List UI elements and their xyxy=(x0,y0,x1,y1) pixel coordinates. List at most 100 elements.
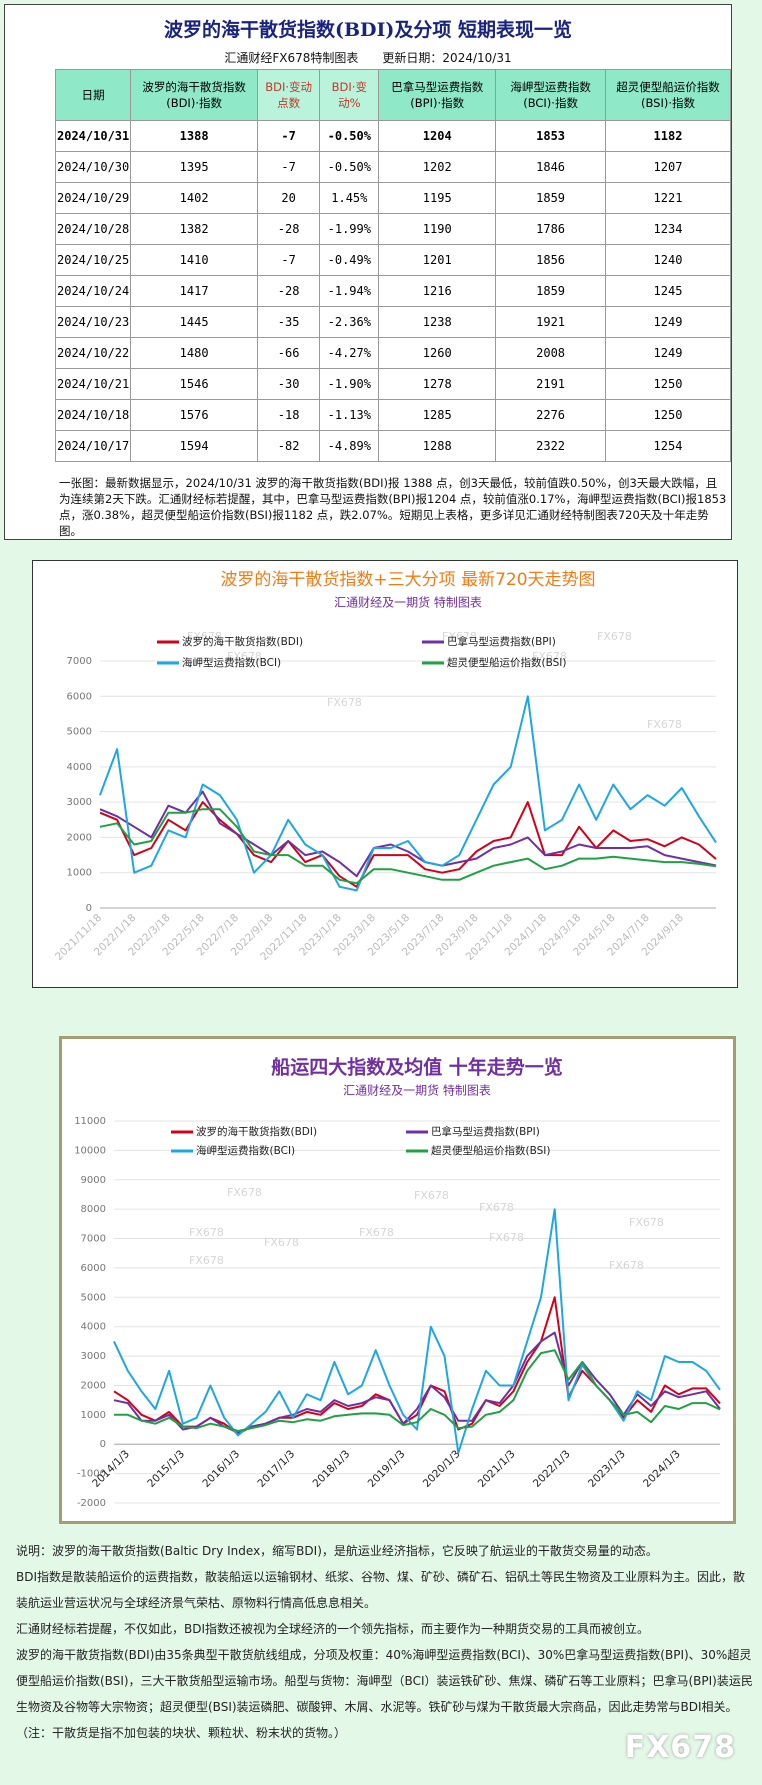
table-cell: 1594 xyxy=(130,430,258,462)
table-cell: 1546 xyxy=(130,368,258,400)
y-tick-label: 8000 xyxy=(81,1204,106,1215)
y-tick-label: 6000 xyxy=(81,1263,106,1274)
y-tick-label: 1000 xyxy=(67,868,92,879)
y-tick-label: 2000 xyxy=(81,1380,106,1391)
table-cell: 2276 xyxy=(495,399,607,431)
table-cell: -0.49% xyxy=(319,244,380,276)
y-tick-label: 1000 xyxy=(81,1410,106,1421)
y-tick-label: 7000 xyxy=(67,656,92,667)
legend-label: 巴拿马型运费指数(BPI) xyxy=(447,635,556,648)
summary-text: 一张图：最新数据显示，2024/10/31 波罗的海干散货指数(BDI)报 13… xyxy=(59,476,727,538)
table-cell: 1207 xyxy=(605,151,731,183)
table-cell: 1221 xyxy=(605,182,731,214)
y-tick-label: 0 xyxy=(86,903,92,914)
column-header: 巴拿马型运费指数(BPI)·指数 xyxy=(378,69,497,121)
watermark: FX678 xyxy=(489,1231,524,1244)
y-tick-label: 3000 xyxy=(67,797,92,808)
series-line xyxy=(113,1331,721,1434)
notes: 说明：波罗的海干散货指数(Baltic Dry Index，缩写BDI)，是航运… xyxy=(16,1538,756,1746)
y-tick-label: 3000 xyxy=(81,1351,106,1362)
y-tick-label: 7000 xyxy=(81,1234,106,1245)
watermark: FX678 xyxy=(189,1254,224,1267)
column-header: 海岬型运费指数(BCI)·指数 xyxy=(495,69,607,121)
table-row: 2024/10/18 1576 -18 -1.13% 1285 2276 1250 xyxy=(54,399,731,431)
table-cell: 1254 xyxy=(605,430,731,462)
table-cell: 1388 xyxy=(130,120,258,152)
y-tick-label: 5000 xyxy=(67,727,92,738)
table-cell: -1.94% xyxy=(319,275,380,307)
y-tick-label: 6000 xyxy=(67,691,92,702)
data-table: 日期 波罗的海干散货指数(BDI)·指数 BDI·变动点数 BDI·变动% 巴拿马型运费… xyxy=(54,69,731,462)
table-cell: -1.13% xyxy=(319,399,380,431)
y-tick-label: 4000 xyxy=(67,762,92,773)
note-paragraph: 波罗的海干散货指数(BDI)由35条典型干散货航线组成，分项及权重：40%海岬型… xyxy=(16,1648,753,1740)
watermark: FX678 xyxy=(629,1216,664,1229)
watermark: FX678 xyxy=(479,1201,514,1214)
table-cell: 2024/10/29 xyxy=(54,182,132,214)
table-cell: -66 xyxy=(256,337,321,369)
logo-watermark: FX678 xyxy=(624,1730,736,1765)
table-cell: 2191 xyxy=(495,368,607,400)
table-cell: 2322 xyxy=(495,430,607,462)
table-cell: -82 xyxy=(256,430,321,462)
table-cell: 1859 xyxy=(495,275,607,307)
y-tick-label: -2000 xyxy=(77,1498,106,1509)
table-row: 2024/10/30 1395 -7 -0.50% 1202 1846 1207 xyxy=(54,151,731,183)
watermark: FX678 xyxy=(359,1226,394,1239)
table-cell: 20 xyxy=(256,182,321,214)
table-cell: -7 xyxy=(256,244,321,276)
table-cell: 1576 xyxy=(130,399,258,431)
table-row: 2024/10/28 1382 -28 -1.99% 1190 1786 1234 xyxy=(54,213,731,245)
series-line xyxy=(113,1208,721,1454)
table-cell: 1204 xyxy=(378,120,497,152)
table-row: 2024/10/23 1445 -35 -2.36% 1238 1921 1249 xyxy=(54,306,731,338)
table-cell: 1190 xyxy=(378,213,497,245)
table-cell: 1195 xyxy=(378,182,497,214)
table-cell: 1402 xyxy=(130,182,258,214)
watermark: FX678 xyxy=(532,650,567,663)
table-cell: -18 xyxy=(256,399,321,431)
table-cell: 2024/10/21 xyxy=(54,368,132,400)
table-cell: -28 xyxy=(256,275,321,307)
watermark: FX678 xyxy=(609,1259,644,1272)
y-tick-label: -1000 xyxy=(77,1469,106,1480)
table-cell: -0.50% xyxy=(319,120,380,152)
table-cell: -4.89% xyxy=(319,430,380,462)
watermark: FX678 xyxy=(597,630,632,643)
note-paragraph: 说明：波罗的海干散货指数(Baltic Dry Index，缩写BDI)，是航运… xyxy=(16,1544,658,1558)
table-cell: 1382 xyxy=(130,213,258,245)
y-tick-label: 10000 xyxy=(74,1145,106,1156)
table-cell: -35 xyxy=(256,306,321,338)
y-tick-label: 5000 xyxy=(81,1292,106,1303)
table-cell: 2024/10/23 xyxy=(54,306,132,338)
table-cell: 2024/10/28 xyxy=(54,213,132,245)
table-cell: 1201 xyxy=(378,244,497,276)
table-cell: -4.27% xyxy=(319,337,380,369)
legend-label: 海岬型运费指数(BCI) xyxy=(196,1144,295,1157)
watermark: FX678 xyxy=(647,718,682,731)
table-cell: 1480 xyxy=(130,337,258,369)
table-row: 2024/10/31 1388 -7 -0.50% 1204 1853 1182 xyxy=(54,120,731,152)
update-date: 更新日期：2024/10/31 xyxy=(382,51,512,65)
y-tick-label: 9000 xyxy=(81,1175,106,1186)
table-row: 2024/10/25 1410 -7 -0.49% 1201 1856 1240 xyxy=(54,244,731,276)
series-line xyxy=(99,808,717,885)
series-line xyxy=(99,695,717,892)
legend-label: 波罗的海干散货指数(BDI) xyxy=(196,1125,317,1138)
legend-label: 超灵便型船运价指数(BSI) xyxy=(447,656,566,669)
column-header: BDI·变动% xyxy=(319,69,380,121)
table-cell: -2.36% xyxy=(319,306,380,338)
table-row: 2024/10/21 1546 -30 -1.90% 1278 2191 1250 xyxy=(54,368,731,400)
watermark: FX678 xyxy=(227,650,262,663)
table-cell: 1853 xyxy=(495,120,607,152)
table-cell: 1260 xyxy=(378,337,497,369)
watermark: FX678 xyxy=(227,1186,262,1199)
table-cell: 1856 xyxy=(495,244,607,276)
chart-subtitle: 汇通财经及一期货 特制图表 xyxy=(343,1083,491,1098)
table-cell: 1921 xyxy=(495,306,607,338)
watermark: FX678 xyxy=(414,1189,449,1202)
table-cell: 1285 xyxy=(378,399,497,431)
